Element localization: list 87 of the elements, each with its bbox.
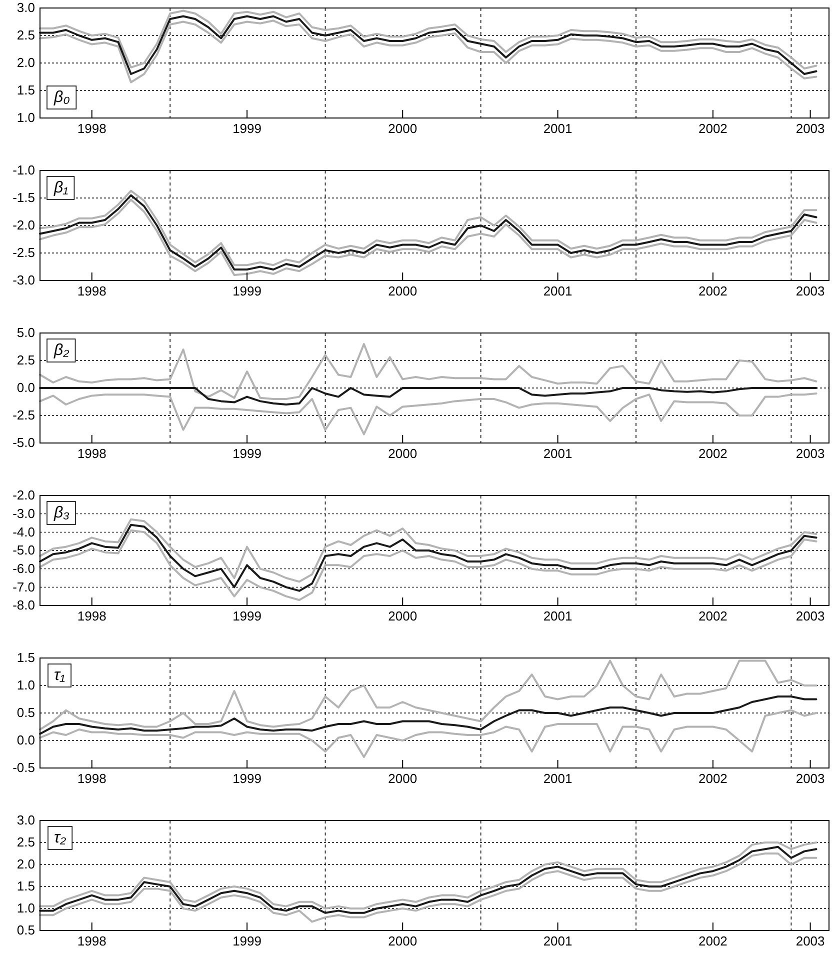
x-tick-label: 1998 [77, 934, 106, 949]
y-tick-label: 2.0 [16, 55, 35, 70]
x-tick-label: 1999 [232, 934, 262, 949]
x-tick-label: 1998 [77, 446, 106, 462]
x-tick-label: 2001 [543, 446, 572, 462]
line-series [39, 696, 818, 735]
line-series [39, 852, 818, 923]
y-tick-label: 2.0 [16, 856, 35, 872]
y-tick-label: -7.0 [12, 579, 35, 594]
y-tick-label: -3.0 [12, 272, 35, 288]
x-tick-label: 2000 [388, 446, 418, 462]
x-tick-label: 2003 [796, 284, 825, 299]
x-tick-label: 2001 [543, 934, 572, 949]
y-tick-label: 0.0 [16, 732, 35, 748]
x-tick-label: 2002 [698, 446, 728, 462]
y-tick-label: -3.0 [12, 506, 35, 521]
x-tick-label: 2001 [543, 284, 572, 299]
y-tick-label: -2.0 [12, 488, 35, 503]
x-tick-label: 2000 [388, 284, 418, 299]
x-tick-label: 1999 [232, 771, 262, 786]
x-tick-label: 2003 [796, 121, 825, 136]
y-tick-label: -8.0 [12, 598, 35, 613]
x-tick-label: 1998 [77, 284, 106, 299]
y-tick-label: 2.5 [16, 834, 35, 850]
text: β₁ [53, 180, 68, 196]
x-tick-label: 2000 [388, 121, 418, 136]
x-tick-label: 2002 [698, 934, 728, 949]
y-tick-label: 1.5 [16, 650, 35, 666]
y-tick-label: 1.5 [16, 878, 35, 894]
y-tick-label: 1.0 [16, 110, 35, 126]
x-tick-label: 2003 [796, 934, 825, 949]
line-series [39, 392, 818, 436]
y-tick-label: -5.0 [12, 542, 35, 558]
text: β₃ [53, 504, 70, 522]
line-series [39, 529, 818, 601]
x-tick-label: 2002 [698, 121, 728, 136]
line-series [39, 343, 818, 400]
x-tick-label: 2002 [698, 771, 728, 786]
line-series [39, 709, 818, 758]
line-series [39, 20, 818, 84]
text: β₀ [53, 89, 70, 106]
y-tick-label: 2.5 [16, 352, 35, 368]
text: τ₁ [54, 667, 66, 684]
x-tick-label: 1999 [232, 284, 262, 299]
y-tick-label: -2.5 [12, 245, 35, 260]
x-tick-label: 2002 [698, 608, 728, 624]
y-tick-label: 0.0 [16, 380, 35, 396]
y-tick-label: 0.5 [16, 922, 35, 938]
x-tick-label: 1999 [232, 608, 262, 624]
x-tick-label: 1999 [232, 446, 262, 462]
y-tick-label: 1.5 [16, 82, 35, 98]
y-tick-label: 1.0 [16, 678, 35, 693]
line-series [39, 387, 818, 406]
text: τ₂ [54, 830, 66, 846]
x-tick-label: 1998 [77, 608, 106, 624]
y-tick-label: 3.0 [16, 0, 35, 16]
x-tick-label: 2002 [698, 284, 728, 299]
x-tick-label: 2003 [796, 771, 825, 786]
x-tick-label: 2001 [543, 771, 572, 786]
y-tick-label: -5.0 [12, 435, 35, 450]
line-series [39, 15, 818, 75]
x-tick-label: 2000 [388, 934, 418, 949]
x-tick-label: 1999 [232, 121, 262, 136]
line-series [39, 660, 818, 730]
y-tick-label: -2.5 [12, 408, 35, 423]
y-tick-label: -1.0 [12, 162, 35, 178]
line-series [39, 10, 818, 70]
line-series [39, 524, 818, 592]
x-tick-label: 2003 [796, 446, 825, 462]
y-tick-label: 1.0 [16, 900, 35, 916]
y-tick-label: 0.5 [16, 705, 35, 720]
x-tick-label: 1998 [77, 771, 106, 786]
x-tick-label: 2001 [543, 121, 572, 136]
x-tick-label: 2001 [543, 608, 572, 624]
x-tick-label: 1998 [77, 121, 106, 136]
x-tick-label: 2000 [388, 608, 418, 624]
text: β₂ [53, 342, 70, 359]
y-tick-label: -1.5 [12, 190, 35, 206]
y-tick-label: -0.5 [12, 760, 35, 776]
y-tick-label: 2.5 [16, 28, 35, 43]
y-tick-label: 3.0 [16, 812, 35, 828]
y-tick-label: -2.0 [12, 218, 35, 233]
y-tick-label: -4.0 [12, 524, 35, 540]
x-tick-label: 2000 [388, 771, 418, 786]
y-tick-label: 5.0 [16, 325, 35, 340]
x-tick-label: 2003 [796, 608, 825, 624]
y-tick-label: -6.0 [12, 560, 35, 576]
